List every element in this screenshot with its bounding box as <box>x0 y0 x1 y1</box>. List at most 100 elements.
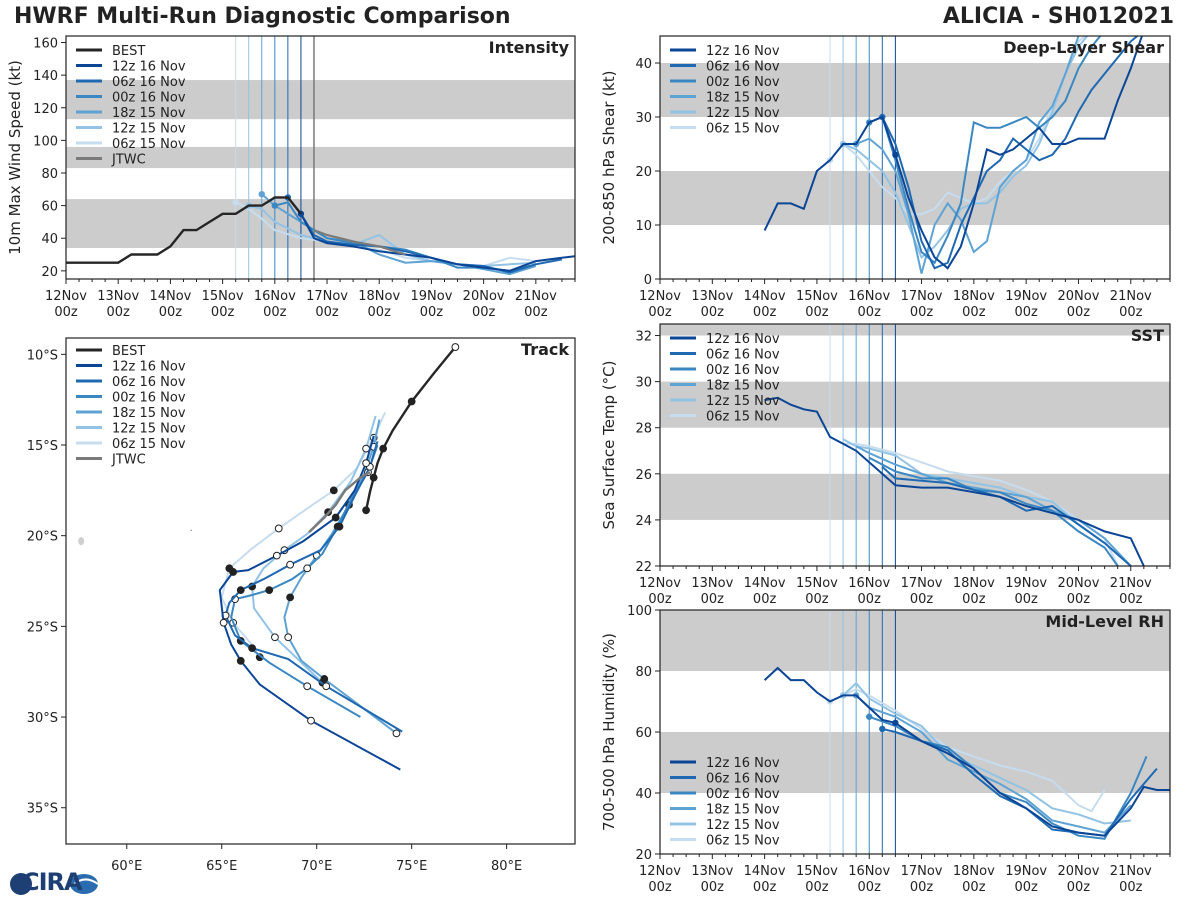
track-series-group <box>78 343 460 771</box>
track-ytick-label: 30°S <box>27 711 58 726</box>
sst-xtick-label-hour: 00z <box>962 592 986 607</box>
track-point-marker <box>303 682 312 691</box>
rh-legend-label: 12z 15 Nov <box>706 818 780 833</box>
rh-legend-label: 12z 16 Nov <box>706 756 780 771</box>
track-best-marker <box>369 473 378 482</box>
sst-series-group <box>764 396 1145 566</box>
sst-ytick-label: 28 <box>635 422 652 437</box>
intensity-legend-label: 00z 16 Nov <box>112 91 186 106</box>
shear-xtick-label-day: 14Nov <box>744 289 786 304</box>
shear-series-group <box>763 36 1144 274</box>
sst-ytick-label: 26 <box>635 468 652 483</box>
track-point-marker <box>329 486 338 495</box>
intensity-ytick-label: 160 <box>33 37 58 52</box>
sst-frame <box>659 323 1171 567</box>
sst-legend-label: 06z 15 Nov <box>706 410 780 425</box>
sst-band <box>660 324 1170 336</box>
track-point-marker <box>265 586 274 594</box>
rh-xtick-label-day: 19Nov <box>1005 864 1047 879</box>
track-best-marker <box>379 444 388 453</box>
track-point-marker <box>320 675 329 683</box>
track-xtick-label: 75°E <box>396 859 427 874</box>
rh-xtick-label-day: 12Nov <box>639 864 681 879</box>
shear-title: Deep-Layer Shear <box>1003 38 1164 57</box>
intensity-ytick-label: 40 <box>41 232 58 247</box>
intensity-xtick-label-hour: 00z <box>472 305 496 320</box>
rh-series-12z-16-Nov <box>763 666 1170 837</box>
rh-xtick-label-hour: 00z <box>701 880 725 895</box>
shear-ytick-label: 40 <box>635 57 652 72</box>
intensity-xtick-label-day: 20Nov <box>463 289 505 304</box>
track-point-marker <box>362 459 370 468</box>
rh-ytick-label: 60 <box>635 726 652 741</box>
shear-xtick-label-day: 17Nov <box>901 289 943 304</box>
shear-legend-label: 12z 16 Nov <box>706 44 780 59</box>
track-frame <box>65 337 576 845</box>
track-point-marker <box>392 729 401 738</box>
sst-series-06z-15-Nov <box>829 436 1119 566</box>
shear-xtick-label-hour: 00z <box>648 305 672 320</box>
track-point-marker <box>322 682 331 691</box>
sst-ytick-label: 22 <box>635 560 652 575</box>
shear-band <box>660 63 1170 117</box>
rh-ytick-label: 40 <box>635 787 652 802</box>
intensity-series-06z-15-Nov <box>235 201 562 268</box>
track-ytick-label: 25°S <box>27 620 58 635</box>
sst-xtick-label-hour: 00z <box>858 592 882 607</box>
track-ytick-label: 20°S <box>27 530 58 545</box>
rh-ytick-label: 100 <box>627 604 652 619</box>
intensity-series-06z-16-Nov <box>287 196 563 274</box>
track-jtwc-line <box>308 471 371 534</box>
shear-xtick-label-hour: 00z <box>1067 305 1091 320</box>
rh-series-12z-15-Nov <box>842 681 1131 825</box>
sst-xtick-label-hour: 00z <box>1119 592 1143 607</box>
track-legend-label: JTWC <box>111 453 146 468</box>
track-xtick-label: 65°E <box>206 859 237 874</box>
track-series-06z-15-Nov <box>220 411 387 658</box>
shear-xtick-label-hour: 00z <box>701 305 725 320</box>
sst-xtick-label-day: 20Nov <box>1058 576 1100 591</box>
shear-legend-label: 06z 16 Nov <box>706 60 780 75</box>
rh-xtick-label-day: 14Nov <box>744 864 786 879</box>
shear-ytick-label: 10 <box>635 219 652 234</box>
track-title: Track <box>521 340 569 359</box>
shear-legend-label: 12z 15 Nov <box>706 106 780 121</box>
shear-series-06z-16-Nov <box>881 36 1139 270</box>
shear-panel: 01020304012Nov00z13Nov00z14Nov00z15Nov00… <box>600 35 1171 320</box>
shear-xtick-label-hour: 00z <box>805 305 829 320</box>
rh-band <box>660 732 1170 793</box>
intensity-xtick-label-hour: 00z <box>524 305 548 320</box>
track-point-marker <box>248 644 257 653</box>
intensity-frame <box>65 35 576 280</box>
shear-ytick-label: 30 <box>635 111 652 126</box>
intensity-xtick-label-hour: 00z <box>315 305 339 320</box>
track-legend-label: 12z 16 Nov <box>112 360 186 375</box>
sst-xtick-label-hour: 00z <box>648 592 672 607</box>
sst-xtick-label-day: 16Nov <box>848 576 890 591</box>
intensity-legend-label: BEST <box>112 44 145 59</box>
rh-xtick-label-hour: 00z <box>648 880 672 895</box>
intensity-xtick-label-day: 15Nov <box>202 289 244 304</box>
rh-xtick-label-hour: 00z <box>910 880 934 895</box>
shear-series-18z-15-Nov <box>855 36 1082 274</box>
shear-legend-label: 00z 16 Nov <box>706 75 780 90</box>
rh-series-group <box>763 666 1170 840</box>
track-ytick-label: 35°S <box>27 802 58 817</box>
shear-series-12z-16-Nov <box>763 36 1144 270</box>
intensity-xtick-label-day: 18Nov <box>358 289 400 304</box>
track-legend-label: 06z 16 Nov <box>112 375 186 390</box>
rh-ytick-label: 20 <box>635 848 652 863</box>
track-point-marker <box>284 633 293 642</box>
shear-xtick-label-hour: 00z <box>962 305 986 320</box>
track-point-marker <box>307 716 315 725</box>
shear-xtick-label-day: 12Nov <box>639 289 681 304</box>
rh-xtick-label-day: 15Nov <box>796 864 838 879</box>
intensity-xtick-label-day: 19Nov <box>410 289 452 304</box>
intensity-xtick-label-hour: 00z <box>159 305 183 320</box>
rh-ylabel: 700-500 hPa Humidity (%) <box>600 633 618 831</box>
sst-xtick-label-hour: 00z <box>1014 592 1038 607</box>
rh-title: Mid-Level RH <box>1045 612 1164 631</box>
track-ytick-label: 10°S <box>27 348 58 363</box>
intensity-band <box>66 146 575 169</box>
rh-init-dot <box>866 713 873 720</box>
